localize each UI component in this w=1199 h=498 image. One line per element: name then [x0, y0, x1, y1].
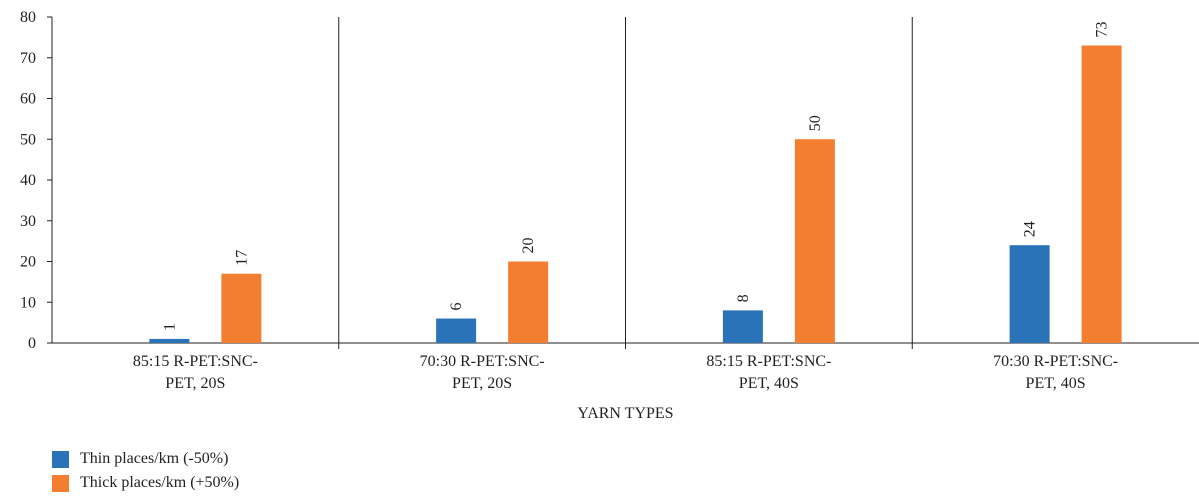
data-label: 24 [1022, 221, 1039, 237]
legend-label-thick: Thick places/km (+50%) [80, 474, 240, 491]
y-tick-label: 0 [28, 335, 36, 352]
bar [1009, 245, 1050, 343]
category-label: PET, 20S [165, 375, 225, 392]
data-label: 50 [807, 115, 824, 131]
category-label: 70:30 R-PET:SNC- [420, 353, 545, 370]
data-label: 6 [448, 303, 465, 311]
y-tick-label: 80 [20, 9, 36, 26]
y-tick-label: 60 [20, 91, 36, 108]
legend-item-thick: Thick places/km (+50%) [52, 471, 239, 495]
bar [221, 273, 262, 343]
y-tick-label: 40 [20, 172, 36, 189]
data-label: 1 [161, 323, 178, 331]
category-label: 85:15 R-PET:SNC- [133, 353, 258, 370]
y-tick-label: 30 [20, 213, 36, 230]
y-tick-label: 10 [20, 294, 36, 311]
category-label: PET, 40S [1026, 375, 1086, 392]
data-label: 20 [520, 238, 537, 254]
data-label: 8 [735, 294, 752, 302]
legend-swatch-thin [52, 450, 69, 468]
data-label: 17 [233, 250, 250, 266]
data-label: 73 [1094, 22, 1111, 38]
y-tick-label: 20 [20, 254, 36, 271]
y-axis: 0 10 20 30 40 50 60 70 80 [20, 9, 53, 352]
bar [722, 310, 763, 343]
bar [436, 318, 477, 343]
legend-item-thin: Thin places/km (-50%) [52, 447, 239, 471]
category-labels: 85:15 R-PET:SNC- PET, 20S 70:30 R-PET:SNC-… [133, 353, 1118, 392]
category-label: 70:30 R-PET:SNC- [993, 353, 1118, 370]
legend: Thin places/km (-50%) Thick places/km (+… [52, 447, 239, 495]
bar [1081, 45, 1122, 344]
category-label: 85:15 R-PET:SNC- [706, 353, 831, 370]
y-tick-label: 50 [20, 131, 36, 148]
bars: 1 6 8 24 17 20 50 73 [149, 22, 1122, 344]
bar [149, 338, 190, 343]
x-axis-title: YARN TYPES [577, 405, 673, 422]
category-label: PET, 40S [739, 375, 799, 392]
y-tick-label: 70 [20, 50, 36, 67]
category-label: PET, 20S [452, 375, 512, 392]
bar [794, 139, 835, 343]
bar [508, 261, 549, 343]
legend-label-thin: Thin places/km (-50%) [80, 450, 229, 467]
category-separators [338, 17, 913, 349]
legend-swatch-thick [52, 474, 69, 492]
